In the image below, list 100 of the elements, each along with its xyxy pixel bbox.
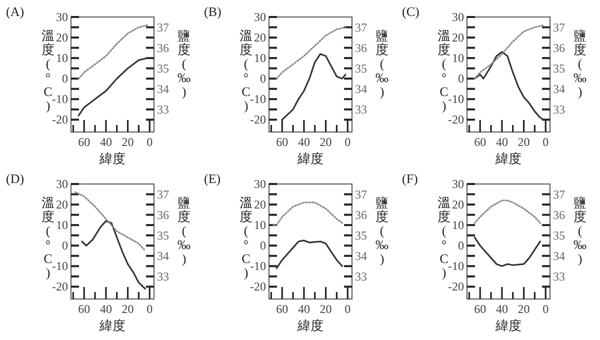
y2-tick-label: 35	[157, 228, 169, 242]
y2-tick-label: 37	[157, 187, 169, 202]
x-tick-label: 0	[344, 302, 351, 316]
line-series	[281, 53, 346, 120]
x-tick-label: 40	[496, 135, 508, 149]
y-axis-title: 溫度(°C)	[438, 28, 450, 113]
y2-tick-label: 34	[355, 248, 367, 263]
x-tick-label: 40	[100, 302, 112, 316]
y2-tick-label: 33	[157, 102, 169, 116]
line-series	[474, 24, 544, 80]
y-tick-label: -20	[250, 280, 266, 294]
y-axis-title: 溫度(°C)	[42, 28, 54, 113]
y-tick-label: 30	[452, 177, 464, 191]
y2-axis-title: 鹽度(‰)	[574, 195, 586, 266]
y-tick-label: 10	[254, 51, 266, 66]
x-axis-title: 緯度	[296, 318, 324, 333]
line-series	[276, 26, 346, 80]
y-tick-label: -20	[448, 112, 464, 127]
y2-tick-label: 37	[157, 20, 169, 34]
y-axis-title: 溫度(°C)	[42, 195, 54, 280]
y2-tick-label: 34	[553, 248, 565, 263]
x-tick-label: 60	[474, 302, 486, 316]
y-tick-label: 30	[254, 10, 266, 24]
line-series	[474, 51, 544, 120]
x-tick-label: 20	[518, 135, 530, 149]
x-axis-title: 緯度	[98, 151, 126, 166]
y-tick-label: -20	[52, 280, 68, 294]
y-tick-label: 30	[56, 10, 68, 24]
x-tick-label: 20	[122, 302, 134, 316]
chart-title: (E)	[204, 171, 221, 186]
y2-axis-title: 鹽度(‰)	[178, 195, 190, 266]
y-tick-label: 20	[56, 198, 68, 212]
line-series	[81, 220, 146, 290]
y2-tick-label: 33	[553, 269, 565, 284]
y2-tick-label: 36	[553, 208, 565, 222]
y-tick-label: -10	[52, 259, 68, 274]
line-series	[78, 57, 148, 116]
x-tick-label: 60	[78, 302, 90, 316]
x-tick-label: 0	[146, 302, 153, 316]
x-tick-label: 40	[100, 135, 112, 149]
y-tick-label: 10	[56, 51, 68, 66]
y-tick-label: 0	[62, 72, 68, 86]
y2-axis-title: 鹽度(‰)	[574, 28, 586, 99]
y-tick-label: 10	[56, 218, 68, 232]
line-series	[272, 202, 343, 226]
x-tick-label: 20	[320, 135, 332, 149]
y2-tick-label: 36	[157, 208, 169, 222]
y-tick-label: -20	[448, 280, 464, 294]
y-axis-title: 溫度(°C)	[240, 195, 252, 280]
x-tick-label: 60	[78, 135, 90, 149]
chart-title: (C)	[402, 4, 420, 19]
y2-tick-label: 37	[355, 20, 367, 34]
y2-axis-title: 鹽度(‰)	[376, 28, 388, 99]
y-tick-label: 20	[254, 30, 266, 45]
y2-axis-title: 鹽度(‰)	[178, 28, 190, 99]
x-axis-title: 緯度	[494, 151, 522, 166]
x-tick-label: 60	[474, 135, 486, 149]
y-tick-label: 0	[260, 72, 266, 86]
y2-tick-label: 36	[553, 40, 565, 55]
y2-tick-label: 37	[553, 187, 565, 202]
x-axis-title: 緯度	[98, 318, 126, 333]
y-tick-label: 0	[62, 238, 68, 253]
line-series	[276, 240, 343, 269]
y2-tick-label: 36	[355, 208, 367, 222]
line-series	[78, 24, 148, 80]
y2-tick-label: 35	[553, 61, 565, 76]
x-tick-label: 20	[320, 302, 332, 316]
y-tick-label: 10	[452, 51, 464, 66]
y-tick-label: 20	[254, 198, 266, 212]
y-tick-label: 30	[254, 177, 266, 191]
chart-title: (F)	[402, 171, 418, 186]
y2-tick-label: 35	[157, 61, 169, 76]
y-tick-label: -20	[52, 112, 68, 127]
y2-tick-label: 34	[157, 248, 169, 263]
x-tick-label: 60	[276, 302, 288, 316]
x-tick-label: 20	[122, 135, 134, 149]
y2-tick-label: 33	[157, 269, 169, 284]
y-tick-label: 10	[452, 218, 464, 232]
y-tick-label: -10	[52, 92, 68, 106]
x-tick-label: 40	[496, 302, 508, 316]
y2-tick-label: 34	[553, 82, 565, 96]
y-tick-label: 0	[458, 238, 464, 253]
y2-tick-label: 35	[355, 61, 367, 76]
chart-title: (A)	[6, 4, 24, 19]
y-tick-label: 30	[452, 10, 464, 24]
y2-axis-title: 鹽度(‰)	[376, 195, 388, 266]
chart-title: (B)	[204, 4, 222, 19]
y-tick-label: -10	[448, 92, 464, 106]
y-tick-label: -10	[250, 259, 266, 274]
chart-title: (D)	[6, 171, 24, 186]
y2-tick-label: 37	[355, 187, 367, 202]
x-axis-title: 緯度	[296, 151, 324, 166]
line-series	[74, 191, 145, 251]
y-tick-label: 20	[452, 198, 464, 212]
x-tick-label: 20	[518, 302, 530, 316]
x-tick-label: 0	[146, 135, 153, 149]
line-series	[474, 200, 541, 224]
y-tick-label: 20	[452, 30, 464, 45]
y2-tick-label: 37	[553, 20, 565, 34]
y-tick-label: -20	[250, 112, 266, 127]
